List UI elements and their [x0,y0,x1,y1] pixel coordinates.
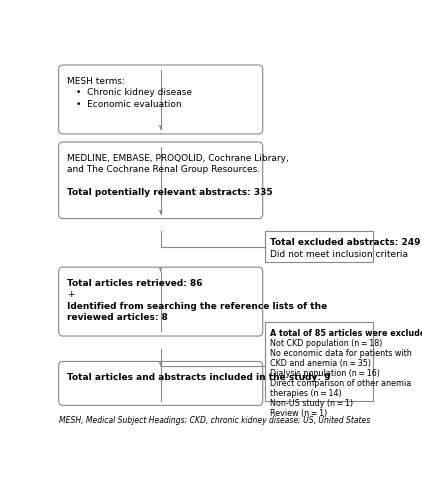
Text: +: + [68,290,75,299]
Text: Total potentially relevant abstracts: 335: Total potentially relevant abstracts: 33… [68,188,273,197]
Text: Not CKD population (n = 18): Not CKD population (n = 18) [270,338,383,347]
Text: MESH, Medical Subject Headings; CKD, chronic kidney disease; US, United States: MESH, Medical Subject Headings; CKD, chr… [59,416,371,425]
FancyBboxPatch shape [59,142,263,218]
FancyBboxPatch shape [59,65,263,134]
Text: Did not meet inclusion criteria: Did not meet inclusion criteria [270,250,408,259]
Text: A total of 85 articles were excluded: A total of 85 articles were excluded [270,328,422,338]
Text: Non-US study (n = 1): Non-US study (n = 1) [270,399,353,408]
Text: MESH terms:: MESH terms: [68,76,125,86]
Text: MEDLINE, EMBASE, PROQOLID, Cochrane Library,: MEDLINE, EMBASE, PROQOLID, Cochrane Libr… [68,154,289,162]
Text: CKD and anemia (n = 35): CKD and anemia (n = 35) [270,359,371,368]
Text: Direct comparison of other anemia: Direct comparison of other anemia [270,379,411,388]
Text: Review (n = 1): Review (n = 1) [270,409,327,418]
Text: No economic data for patients with: No economic data for patients with [270,349,412,358]
Text: Dialysis population (n = 16): Dialysis population (n = 16) [270,369,380,378]
Text: •  Chronic kidney disease: • Chronic kidney disease [76,88,192,97]
Text: Total articles and abstracts included in the study: 9: Total articles and abstracts included in… [68,373,331,382]
Text: Total excluded abstracts: 249: Total excluded abstracts: 249 [270,238,421,248]
Text: Total articles retrieved: 86: Total articles retrieved: 86 [68,278,203,287]
FancyBboxPatch shape [265,232,373,262]
Text: therapies (n = 14): therapies (n = 14) [270,389,342,398]
FancyBboxPatch shape [265,322,373,400]
Text: and The Cochrane Renal Group Resources.: and The Cochrane Renal Group Resources. [68,165,261,174]
FancyBboxPatch shape [59,362,263,406]
Text: Identified from searching the reference lists of the: Identified from searching the reference … [68,302,328,311]
Text: reviewed articles: 8: reviewed articles: 8 [68,314,168,322]
FancyBboxPatch shape [59,267,263,336]
Text: •  Economic evaluation: • Economic evaluation [76,100,181,108]
